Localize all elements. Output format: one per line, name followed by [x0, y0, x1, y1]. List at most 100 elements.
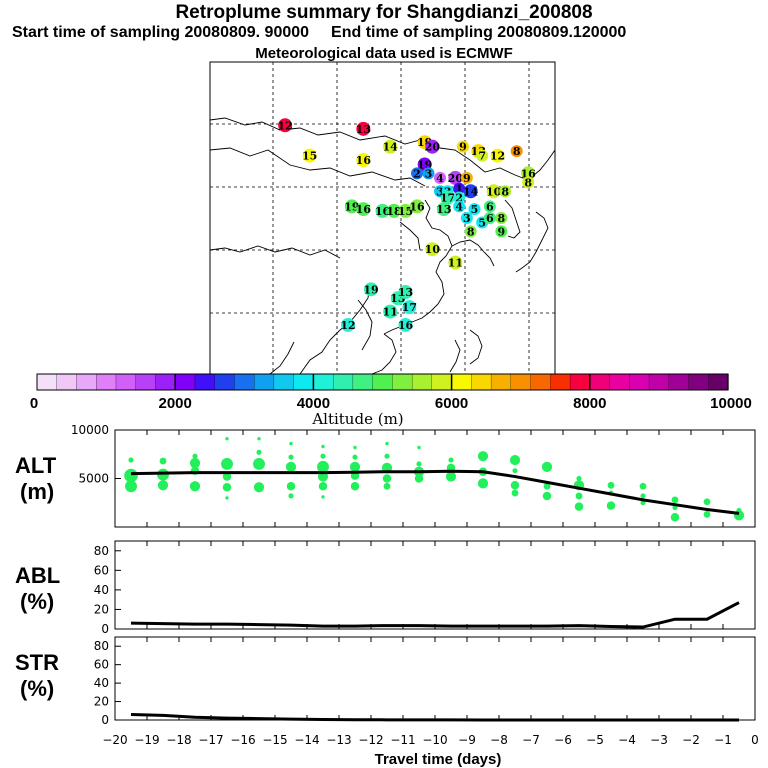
alt-point: [640, 493, 646, 499]
colorbar-swatch: [254, 373, 275, 391]
map-marker-dot: [302, 148, 317, 163]
alt-point: [257, 437, 261, 441]
map-marker-dot: [483, 212, 496, 224]
alt-point: [225, 496, 229, 500]
map-marker-label: 12: [340, 319, 355, 332]
map-marker-label: 8: [524, 176, 532, 189]
alt-point: [383, 482, 391, 490]
map-marker-label: 8: [467, 225, 475, 238]
map-marker-label: 17: [440, 191, 455, 204]
y-tick-label: 40: [94, 676, 109, 690]
colorbar-swatch: [214, 373, 236, 391]
map-marker-label: 10: [486, 185, 502, 198]
map-marker-dot: [521, 166, 536, 181]
str-line: [130, 712, 739, 722]
map-marker-label: 8: [501, 185, 509, 198]
x-tick-label: −2: [682, 733, 700, 747]
colorbar-swatch: [589, 373, 611, 391]
map-marker-label: 7: [478, 150, 486, 163]
map-marker-dot: [499, 185, 512, 198]
map-marker-label: 19: [344, 200, 359, 213]
abl-line: [130, 601, 740, 629]
x-tick-label: −12: [358, 733, 383, 747]
alt-point: [353, 445, 357, 450]
colorbar-swatch: [293, 373, 315, 391]
x-tick-label: 0: [751, 733, 759, 747]
map-marker-label: 9: [463, 172, 471, 185]
alt-point: [541, 461, 553, 472]
map-marker-label: 11: [448, 257, 463, 270]
map-marker-dot: [486, 184, 501, 199]
colorbar: 0 2000 4000 6000 8000 10000: [30, 373, 752, 412]
map-marker-label: 2: [413, 167, 421, 180]
x-tick-label: −20: [102, 733, 127, 747]
map-marker-label: 14: [463, 185, 479, 198]
map-marker-dot: [510, 145, 523, 158]
str-panel: STR (%): [15, 636, 756, 721]
x-tick-label: −18: [166, 733, 191, 747]
colorbar-swatch: [115, 373, 137, 391]
x-tick-label: −3: [650, 733, 668, 747]
map-marker-label: 5: [478, 216, 486, 229]
alt-point: [159, 457, 167, 465]
colorbar-swatch: [36, 373, 58, 391]
y-tick-label: 20: [94, 695, 109, 709]
alt-point: [543, 482, 551, 490]
x-tick-label: −8: [490, 733, 508, 747]
map-marker-label: 20: [448, 172, 464, 185]
abl-label: ABL: [15, 563, 60, 588]
alt-point: [703, 510, 711, 518]
map-marker-dot: [383, 139, 398, 154]
alt-point: [222, 482, 232, 492]
alt-point: [222, 472, 232, 481]
colorbar-swatch: [76, 373, 97, 391]
map-marker-dot: [463, 184, 478, 199]
colorbar-swatch: [234, 373, 255, 391]
x-tick-label: −5: [586, 733, 604, 747]
colorbar-swatch: [332, 373, 354, 391]
x-axis-title: Travel time (days): [375, 751, 502, 768]
alt-point: [350, 482, 360, 491]
map-marker-label: 17: [402, 301, 417, 314]
colorbar-swatch: [155, 373, 176, 391]
alt-point: [512, 468, 518, 474]
map-marker-dot: [387, 203, 401, 218]
alt-mean-line: [130, 469, 740, 515]
alt-point: [349, 461, 361, 472]
alt-point: [385, 441, 389, 446]
alt-point: [256, 449, 262, 455]
map-marker-dot: [356, 202, 371, 217]
map-marker-dot: [453, 200, 466, 213]
colorbar-title: Altitude (m): [311, 410, 403, 428]
map-marker-label: 15: [302, 150, 317, 163]
alt-point: [289, 441, 293, 446]
alt-point: [574, 502, 584, 511]
x-tick-label: −17: [198, 733, 223, 747]
map-marker-dot: [460, 212, 473, 224]
met-data-label: Meteorological data used is ECMWF: [255, 45, 513, 62]
x-tick-label: −19: [134, 733, 159, 747]
map-marker-dot: [453, 182, 466, 195]
map-marker-dot: [495, 225, 508, 238]
alt-point: [253, 458, 265, 470]
alt-point: [703, 498, 711, 506]
alt-point: [189, 457, 201, 469]
alt-point: [286, 482, 296, 491]
alt-point: [253, 482, 265, 493]
y-tick-label: 60: [94, 658, 109, 672]
map-marker-dot: [398, 203, 413, 218]
colorbar-swatch: [372, 373, 394, 391]
y-tick-label: 60: [94, 563, 109, 577]
y-tick-label: 10000: [71, 423, 109, 437]
colorbar-swatch: [668, 373, 690, 391]
alt-point: [477, 451, 489, 462]
map-marker-label: 14: [383, 141, 399, 154]
colorbar-tick-label: 10000: [710, 395, 752, 412]
alt-point: [288, 454, 294, 460]
map-marker-label: 6: [486, 200, 494, 213]
y-tick-label: 80: [94, 544, 109, 558]
colorbar-swatch: [175, 373, 196, 391]
map-marker-dot: [457, 140, 469, 153]
alt-point: [414, 474, 424, 483]
